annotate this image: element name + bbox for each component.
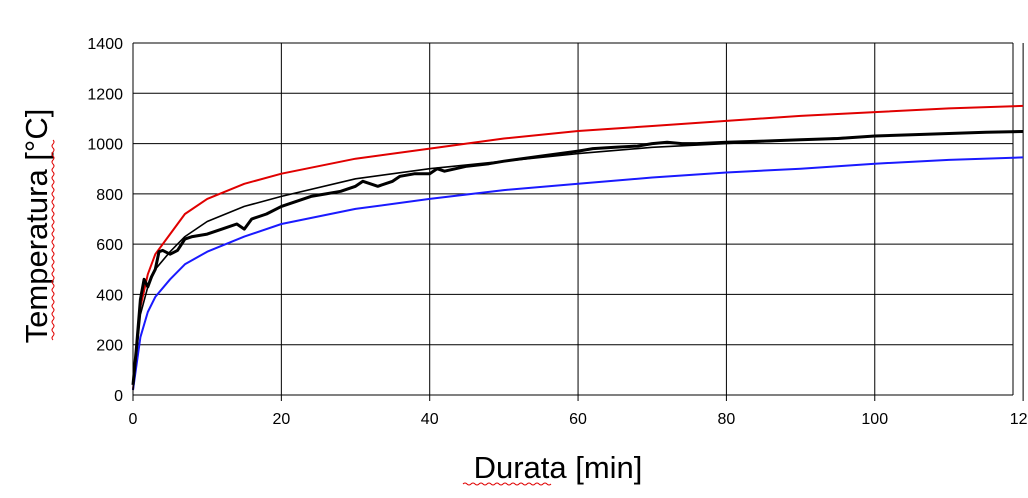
x-tick-label: 0	[129, 411, 138, 428]
y-tick-label: 1400	[87, 36, 123, 53]
grid	[132, 42, 1024, 401]
series-line-blue	[132, 156, 1024, 391]
y-tick-label: 1000	[87, 137, 123, 154]
x-tick-label: 60	[569, 411, 587, 428]
y-axis-title: Temperatura [°C]	[19, 109, 54, 344]
y-tick-label: 0	[114, 388, 123, 405]
y-axis-title-spellcheck-underline	[51, 139, 55, 341]
x-tick-label: 20	[272, 411, 290, 428]
y-tick-label: 200	[96, 338, 123, 355]
y-tick-label: 1200	[87, 86, 123, 103]
x-tick-label: 100	[861, 411, 888, 428]
x-tick-label: 40	[421, 411, 439, 428]
tick-labels: 0 200 400 600 800 1000 1200 1400 0 20 40 60 80 100 120	[87, 36, 1028, 428]
y-tick-label: 600	[96, 237, 123, 254]
x-tick-label: 120	[1010, 411, 1028, 428]
x-tick-label: 80	[718, 411, 736, 428]
series-lines	[131, 104, 1024, 391]
x-axis-title: Durata [min]	[474, 450, 643, 485]
series-line-black-measured	[131, 130, 1024, 386]
y-tick-label: 800	[96, 187, 123, 204]
series-line-red	[132, 104, 1024, 391]
y-tick-label: 400	[96, 287, 123, 304]
x-axis-title-spellcheck-underline	[462, 482, 552, 486]
